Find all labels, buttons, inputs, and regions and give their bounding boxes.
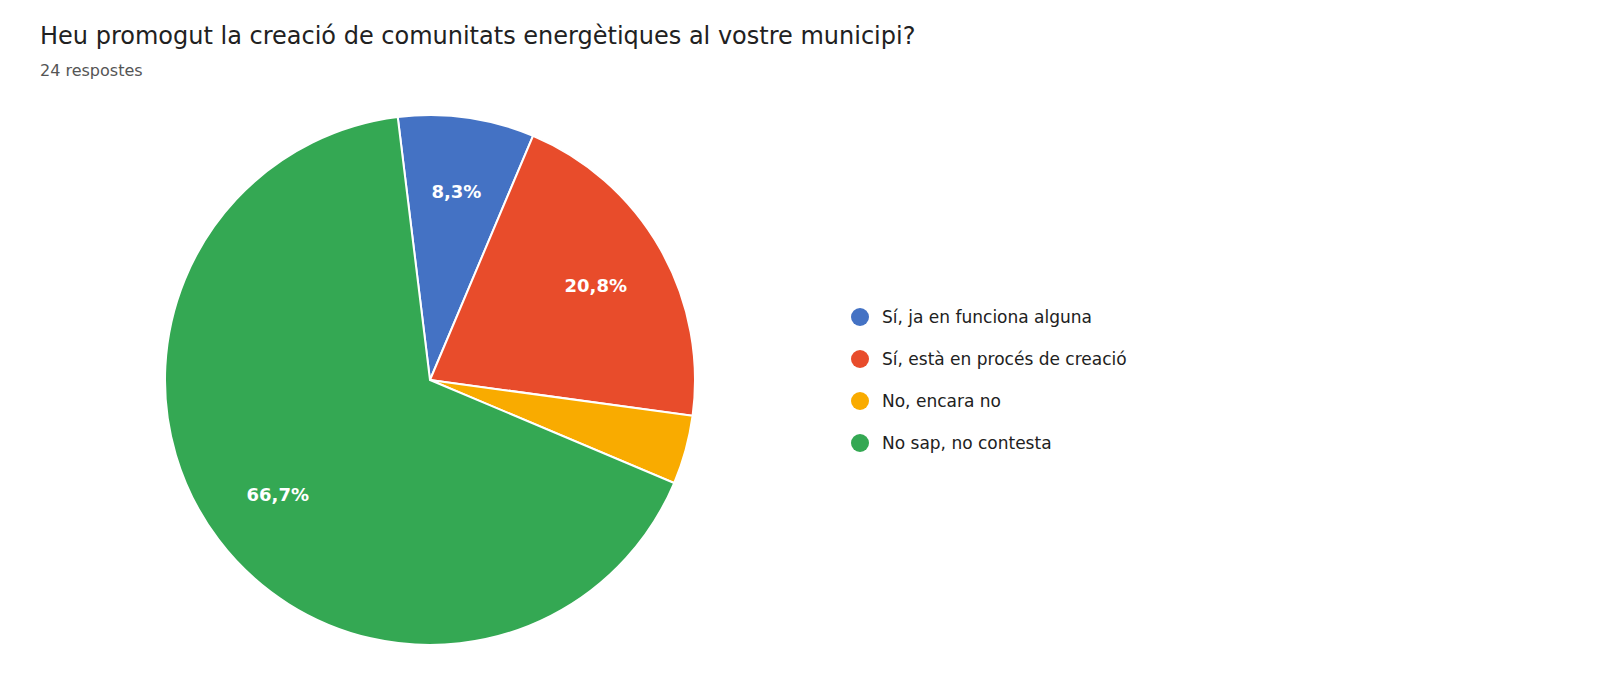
legend-item: Sí, està en procés de creació (851, 349, 1127, 369)
data-labels: 8,3% 20,8% 66,7% (247, 181, 627, 506)
legend-marker (851, 434, 869, 452)
legend-label: No, encara no (882, 391, 1001, 411)
chart-subtitle: 24 respostes (40, 61, 143, 80)
chart-title: Heu promogut la creació de comunitats en… (40, 22, 915, 50)
data-label: 8,3% (431, 181, 481, 202)
legend-item: Sí, ja en funciona alguna (851, 307, 1092, 327)
legend-label: Sí, ja en funciona alguna (882, 307, 1092, 327)
legend-item: No, encara no (851, 391, 1001, 411)
pie (165, 115, 695, 645)
legend-label: Sí, està en procés de creació (882, 349, 1127, 369)
legend-marker (851, 308, 869, 326)
legend-marker (851, 350, 869, 368)
data-label: 20,8% (565, 275, 627, 296)
pie-slice (165, 117, 674, 645)
legend-label: No sap, no contesta (882, 433, 1052, 453)
legend-marker (851, 392, 869, 410)
legend-item: No sap, no contesta (851, 433, 1052, 453)
pie-slice (430, 136, 695, 416)
chart-root: Heu promogut la creació de comunitats en… (0, 0, 1600, 673)
legend: Sí, ja en funciona alguna Sí, està en pro… (851, 307, 1127, 453)
data-label: 66,7% (247, 484, 309, 505)
